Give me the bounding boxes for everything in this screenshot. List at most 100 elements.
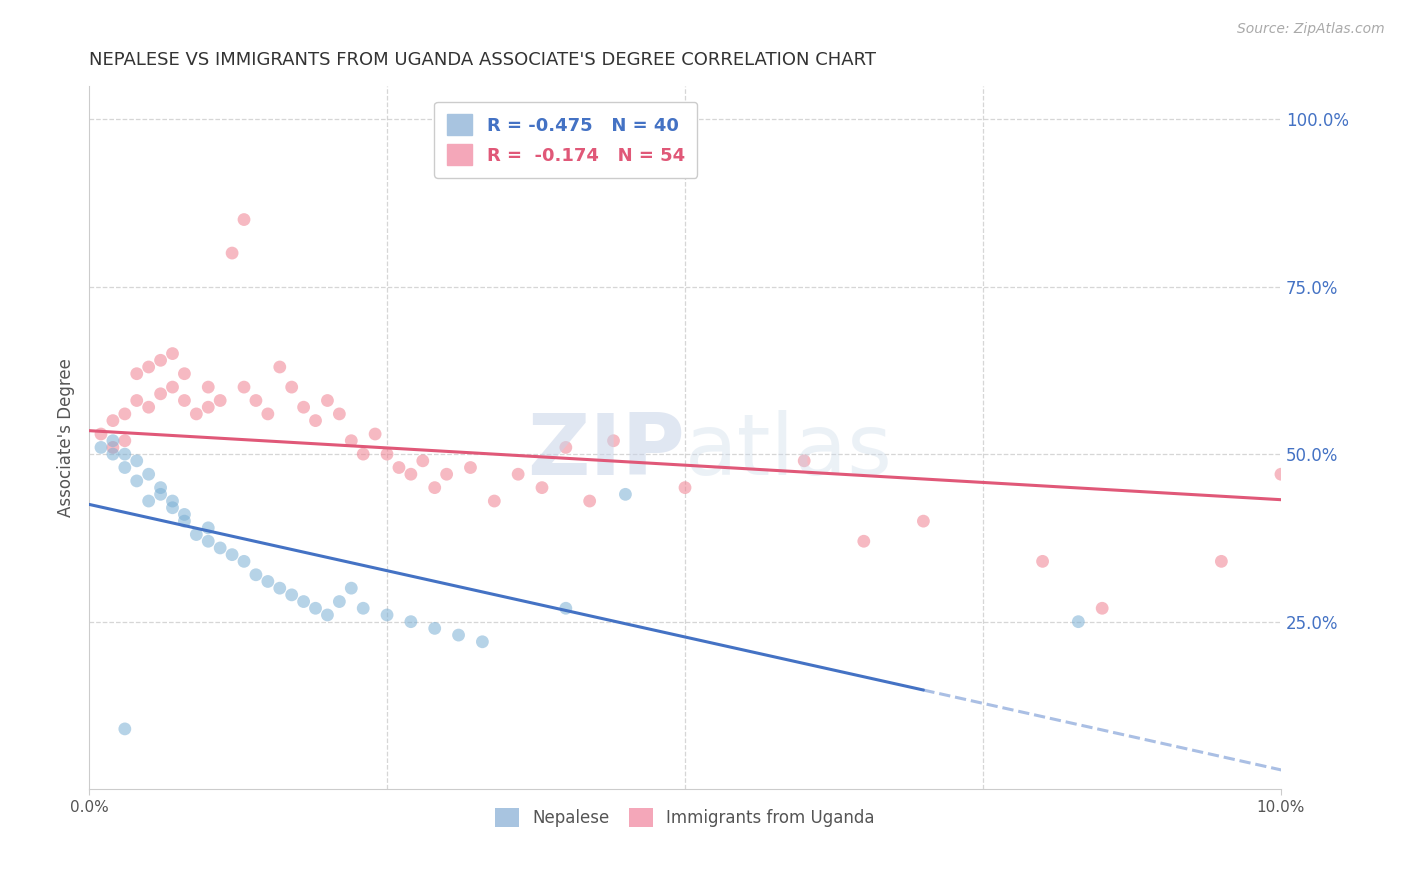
Point bbox=[90, 427, 112, 442]
Point bbox=[447, 628, 470, 642]
Point bbox=[233, 380, 256, 394]
Point bbox=[162, 494, 184, 508]
Point bbox=[793, 454, 815, 468]
Point bbox=[138, 494, 160, 508]
Point bbox=[90, 441, 112, 455]
Text: Source: ZipAtlas.com: Source: ZipAtlas.com bbox=[1237, 22, 1385, 37]
Text: atlas: atlas bbox=[685, 410, 893, 493]
Point bbox=[149, 353, 172, 368]
Point bbox=[197, 401, 219, 415]
Point bbox=[375, 607, 398, 622]
Point bbox=[197, 534, 219, 549]
Point bbox=[352, 601, 374, 615]
Point bbox=[245, 393, 267, 408]
Point bbox=[125, 474, 148, 488]
Point bbox=[221, 246, 243, 260]
Point bbox=[101, 441, 124, 455]
Point bbox=[114, 460, 136, 475]
Point bbox=[399, 467, 422, 482]
Point bbox=[578, 494, 600, 508]
Point bbox=[101, 434, 124, 448]
Point bbox=[233, 554, 256, 568]
Point bbox=[375, 447, 398, 461]
Point bbox=[554, 601, 576, 615]
Point bbox=[912, 514, 935, 528]
Point bbox=[328, 594, 350, 608]
Point bbox=[173, 514, 195, 528]
Point bbox=[209, 541, 232, 555]
Point bbox=[197, 380, 219, 394]
Point bbox=[149, 481, 172, 495]
Point bbox=[233, 212, 256, 227]
Point bbox=[1032, 554, 1054, 568]
Point bbox=[471, 634, 494, 648]
Point bbox=[114, 407, 136, 421]
Text: ZIP: ZIP bbox=[527, 410, 685, 493]
Point bbox=[138, 359, 160, 374]
Point bbox=[257, 407, 280, 421]
Point bbox=[292, 594, 315, 608]
Point bbox=[412, 454, 434, 468]
Point bbox=[328, 407, 350, 421]
Point bbox=[399, 615, 422, 629]
Point bbox=[554, 441, 576, 455]
Point bbox=[257, 574, 280, 589]
Point bbox=[602, 434, 624, 448]
Point bbox=[162, 500, 184, 515]
Point bbox=[162, 380, 184, 394]
Point bbox=[114, 722, 136, 736]
Point bbox=[292, 401, 315, 415]
Point bbox=[484, 494, 506, 508]
Point bbox=[138, 467, 160, 482]
Legend: Nepalese, Immigrants from Uganda: Nepalese, Immigrants from Uganda bbox=[489, 801, 882, 834]
Point bbox=[673, 481, 696, 495]
Text: NEPALESE VS IMMIGRANTS FROM UGANDA ASSOCIATE'S DEGREE CORRELATION CHART: NEPALESE VS IMMIGRANTS FROM UGANDA ASSOC… bbox=[89, 51, 876, 69]
Point bbox=[186, 407, 208, 421]
Point bbox=[304, 414, 326, 428]
Point bbox=[125, 454, 148, 468]
Point bbox=[209, 393, 232, 408]
Point bbox=[173, 393, 195, 408]
Point bbox=[114, 447, 136, 461]
Point bbox=[530, 481, 553, 495]
Point bbox=[245, 567, 267, 582]
Point bbox=[340, 581, 363, 595]
Point bbox=[101, 447, 124, 461]
Point bbox=[1211, 554, 1233, 568]
Point bbox=[101, 414, 124, 428]
Point bbox=[197, 521, 219, 535]
Point bbox=[388, 460, 411, 475]
Point bbox=[186, 527, 208, 541]
Point bbox=[173, 367, 195, 381]
Point bbox=[125, 393, 148, 408]
Point bbox=[280, 588, 302, 602]
Point bbox=[125, 367, 148, 381]
Point bbox=[162, 346, 184, 360]
Y-axis label: Associate's Degree: Associate's Degree bbox=[58, 358, 75, 516]
Point bbox=[1067, 615, 1090, 629]
Point bbox=[340, 434, 363, 448]
Point bbox=[436, 467, 458, 482]
Point bbox=[269, 359, 291, 374]
Point bbox=[269, 581, 291, 595]
Point bbox=[423, 621, 446, 635]
Point bbox=[364, 427, 387, 442]
Point bbox=[1091, 601, 1114, 615]
Point bbox=[352, 447, 374, 461]
Point bbox=[316, 607, 339, 622]
Point bbox=[149, 386, 172, 401]
Point bbox=[304, 601, 326, 615]
Point bbox=[221, 548, 243, 562]
Point bbox=[423, 481, 446, 495]
Point bbox=[1270, 467, 1292, 482]
Point bbox=[508, 467, 530, 482]
Point bbox=[316, 393, 339, 408]
Point bbox=[614, 487, 637, 501]
Point bbox=[114, 434, 136, 448]
Point bbox=[460, 460, 482, 475]
Point bbox=[138, 401, 160, 415]
Point bbox=[149, 487, 172, 501]
Point bbox=[280, 380, 302, 394]
Point bbox=[173, 508, 195, 522]
Point bbox=[852, 534, 875, 549]
